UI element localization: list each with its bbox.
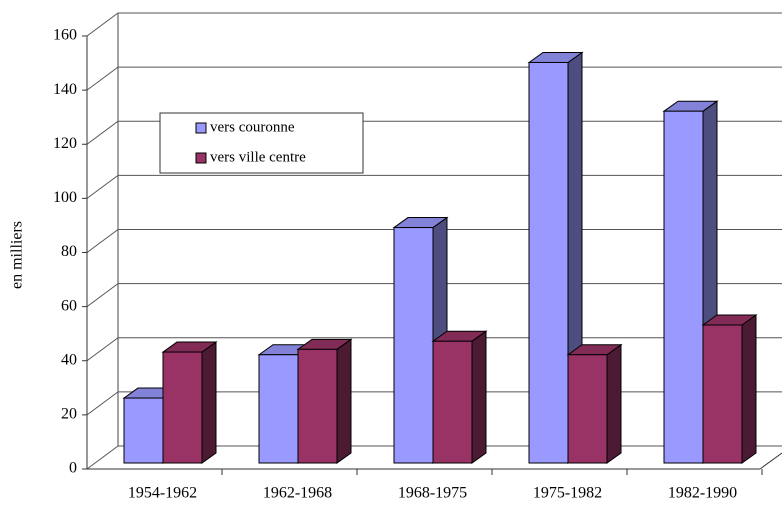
y-tick-label: 60 [61, 297, 77, 314]
legend-swatch [195, 122, 207, 134]
grid-line-side [86, 391, 119, 416]
x-tick-label: 1968-1975 [398, 485, 467, 502]
legend-label: vers ville centre [210, 149, 306, 165]
grid-line-side [86, 120, 119, 145]
y-tick-label: 120 [53, 135, 77, 152]
x-tick-label: 1975-1982 [533, 485, 602, 502]
bar [432, 340, 473, 464]
bar [258, 354, 299, 464]
bar-side [606, 343, 622, 464]
y-tick-label: 20 [61, 406, 77, 423]
grid-line-side [86, 174, 119, 199]
floor-right [759, 452, 782, 470]
bar-3d [701, 314, 758, 464]
grid-line-side [86, 12, 119, 37]
bar-3d [431, 330, 488, 464]
bar [528, 61, 569, 464]
legend-swatch [195, 152, 207, 164]
y-tick-label: 80 [61, 243, 77, 260]
grid-line-side [86, 229, 119, 253]
bar-side [471, 330, 487, 464]
bar [162, 351, 203, 464]
bar-side [336, 338, 352, 464]
y-tick-label: 140 [53, 81, 77, 98]
bar [297, 348, 338, 464]
bar-side [201, 341, 217, 464]
bar-3d [296, 338, 353, 464]
grid-line-side [86, 337, 119, 362]
grid-line-side [86, 445, 119, 470]
x-tick-label: 1962-1968 [263, 485, 332, 502]
bar [663, 110, 704, 464]
bar-side [741, 314, 757, 464]
y-axis-label: en milliers [9, 221, 26, 289]
y-tick-label: 160 [53, 27, 77, 44]
bar-3d [161, 341, 218, 464]
grid-line-side [86, 283, 119, 308]
x-tick-label: 1982-1990 [668, 485, 737, 502]
bar-3d [566, 343, 623, 464]
bar [567, 354, 608, 464]
y-tick-label: 0 [69, 460, 77, 477]
legend-box [159, 112, 364, 174]
bar [702, 324, 743, 464]
x-tick-label: 1954-1962 [128, 485, 197, 502]
bar [123, 397, 164, 464]
legend-label: vers couronne [210, 119, 295, 135]
bar [393, 227, 434, 464]
y-tick-label: 40 [61, 351, 77, 368]
grid-line-side [86, 66, 119, 91]
y-tick-label: 100 [53, 189, 77, 206]
